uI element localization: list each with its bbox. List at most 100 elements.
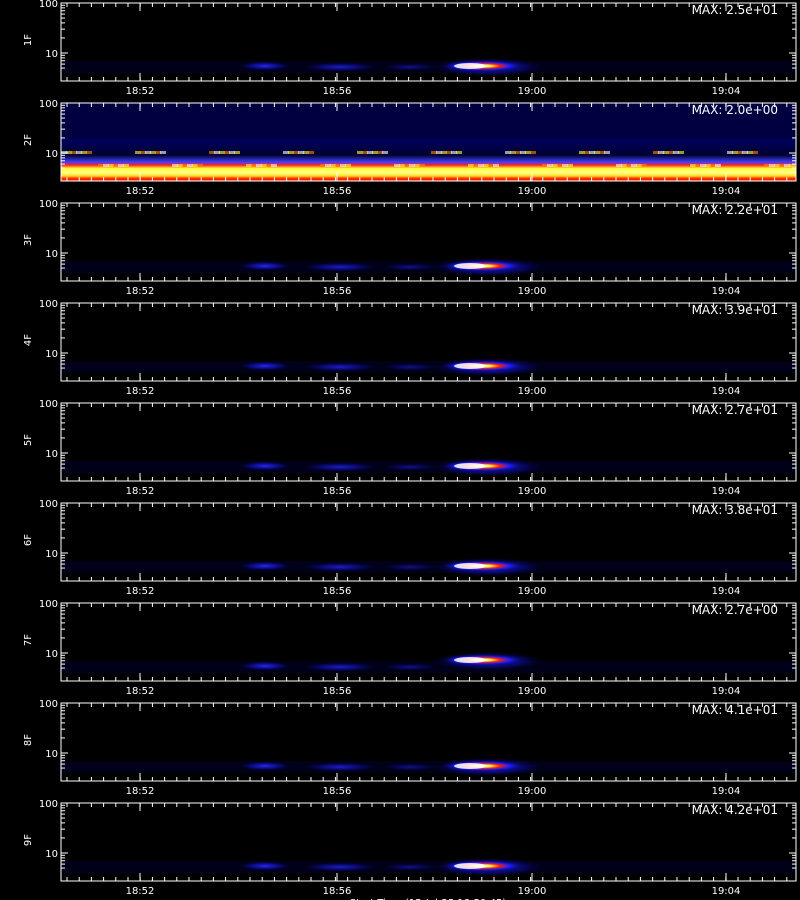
band-speckle bbox=[192, 164, 198, 167]
x-tick-label: 18:56 bbox=[323, 486, 352, 497]
band-speckle bbox=[177, 164, 183, 167]
band-speckle bbox=[752, 151, 758, 154]
band-speckle bbox=[325, 164, 331, 167]
band-speckle bbox=[515, 151, 521, 154]
emission-streak bbox=[300, 362, 380, 372]
x-tick-label: 18:52 bbox=[126, 186, 155, 197]
band-speckle bbox=[653, 151, 659, 154]
x-tick-label: 18:52 bbox=[126, 886, 155, 897]
burst-peak bbox=[454, 263, 486, 269]
y-tick-label: 10 bbox=[45, 149, 58, 160]
max-label: MAX: 4.2e+01 bbox=[692, 803, 778, 817]
x-tick-label: 18:52 bbox=[126, 686, 155, 697]
band-speckle bbox=[636, 164, 642, 167]
max-label: MAX: 2.0e+00 bbox=[692, 103, 778, 117]
band-speckle bbox=[256, 164, 262, 167]
band-speckle bbox=[562, 164, 568, 167]
x-tick-label: 19:04 bbox=[712, 286, 741, 297]
band-speckle bbox=[266, 164, 272, 167]
emission-streak bbox=[300, 662, 380, 672]
band-speckle bbox=[214, 151, 220, 154]
band-speckle bbox=[769, 164, 775, 167]
band-speckle bbox=[182, 164, 188, 167]
burst-peak bbox=[454, 563, 486, 569]
x-tick-label: 18:56 bbox=[323, 186, 352, 197]
band-speckle bbox=[705, 164, 711, 167]
max-label: MAX: 2.2e+01 bbox=[692, 203, 778, 217]
band-speckle bbox=[86, 151, 92, 154]
band-speckle bbox=[145, 151, 151, 154]
emission-streak bbox=[237, 461, 293, 471]
band-speckle bbox=[520, 151, 526, 154]
band-speckle bbox=[308, 151, 314, 154]
band-speckle bbox=[224, 151, 230, 154]
emission-streak bbox=[237, 61, 293, 71]
x-tick-label: 19:00 bbox=[518, 186, 547, 197]
panel-8F: 18:52 18:56 19:00 19:04 100 10 8F MAX: 4.1e+01 bbox=[23, 699, 797, 797]
band-speckle bbox=[414, 164, 420, 167]
band-speckle bbox=[71, 151, 77, 154]
panel-label: 3F bbox=[23, 234, 34, 246]
panel-frame bbox=[60, 202, 797, 282]
x-tick-label: 18:56 bbox=[323, 786, 352, 797]
x-tick-label: 19:00 bbox=[518, 486, 547, 497]
x-tick-label: 18:56 bbox=[323, 886, 352, 897]
band-speckle bbox=[488, 164, 494, 167]
band-speckle bbox=[525, 151, 531, 154]
panel-label: 6F bbox=[23, 534, 34, 546]
band-speckle bbox=[219, 151, 225, 154]
emission-streak bbox=[300, 562, 380, 572]
x-axis-title: Start Time (15-Jul-25 18:50:45) bbox=[350, 898, 507, 900]
burst-peak bbox=[454, 657, 486, 663]
band-speckle bbox=[135, 151, 141, 154]
panel-frame bbox=[60, 402, 797, 482]
panel-label: 8F bbox=[23, 734, 34, 746]
panel-label: 2F bbox=[23, 134, 34, 146]
band-speckle bbox=[303, 151, 309, 154]
band-speckle bbox=[621, 164, 627, 167]
band-speckle bbox=[320, 164, 326, 167]
band-speckle bbox=[345, 164, 351, 167]
max-label: MAX: 2.7e+01 bbox=[692, 403, 778, 417]
band-speckle bbox=[98, 164, 104, 167]
panel-frame bbox=[60, 2, 797, 82]
x-tick-label: 19:00 bbox=[518, 586, 547, 597]
band-speckle bbox=[160, 151, 166, 154]
band-speckle bbox=[530, 151, 536, 154]
emission-streak bbox=[237, 361, 293, 371]
band-speckle bbox=[456, 151, 462, 154]
band-speckle bbox=[66, 151, 72, 154]
band-speckle bbox=[409, 164, 415, 167]
y-tick-label: 100 bbox=[39, 799, 58, 810]
panel-9F: 18:52 18:56 19:00 19:04 100 10 9F MAX: 4.2e+01 bbox=[23, 799, 797, 897]
band-speckle bbox=[663, 151, 669, 154]
x-tick-label: 19:00 bbox=[518, 886, 547, 897]
band-speckle bbox=[473, 164, 479, 167]
x-tick-label: 19:00 bbox=[518, 686, 547, 697]
band-speckle bbox=[764, 164, 770, 167]
band-speckle bbox=[377, 151, 383, 154]
band-speckle bbox=[298, 151, 304, 154]
band-speckle bbox=[616, 164, 622, 167]
saturated-band bbox=[61, 139, 796, 181]
x-tick-label: 19:00 bbox=[518, 386, 547, 397]
panel-frame bbox=[60, 102, 797, 182]
emission-streak bbox=[380, 263, 440, 271]
max-label: MAX: 2.7e+00 bbox=[692, 603, 778, 617]
emission-streak bbox=[300, 762, 380, 772]
band-speckle bbox=[234, 151, 240, 154]
panel-5F: 18:52 18:56 19:00 19:04 100 10 5F MAX: 2.7e+01 bbox=[23, 399, 797, 497]
band-speckle bbox=[599, 151, 605, 154]
band-speckle bbox=[357, 151, 363, 154]
emission-streak bbox=[300, 62, 380, 72]
band-speckle bbox=[261, 164, 267, 167]
y-tick-label: 10 bbox=[45, 649, 58, 660]
x-tick-label: 18:52 bbox=[126, 586, 155, 597]
band-speckle bbox=[271, 164, 277, 167]
x-tick-label: 19:04 bbox=[712, 186, 741, 197]
band-speckle bbox=[626, 164, 632, 167]
max-label: MAX: 4.1e+01 bbox=[692, 703, 778, 717]
band-speckle bbox=[76, 151, 82, 154]
x-tick-label: 19:04 bbox=[712, 686, 741, 697]
band-speckle bbox=[700, 164, 706, 167]
